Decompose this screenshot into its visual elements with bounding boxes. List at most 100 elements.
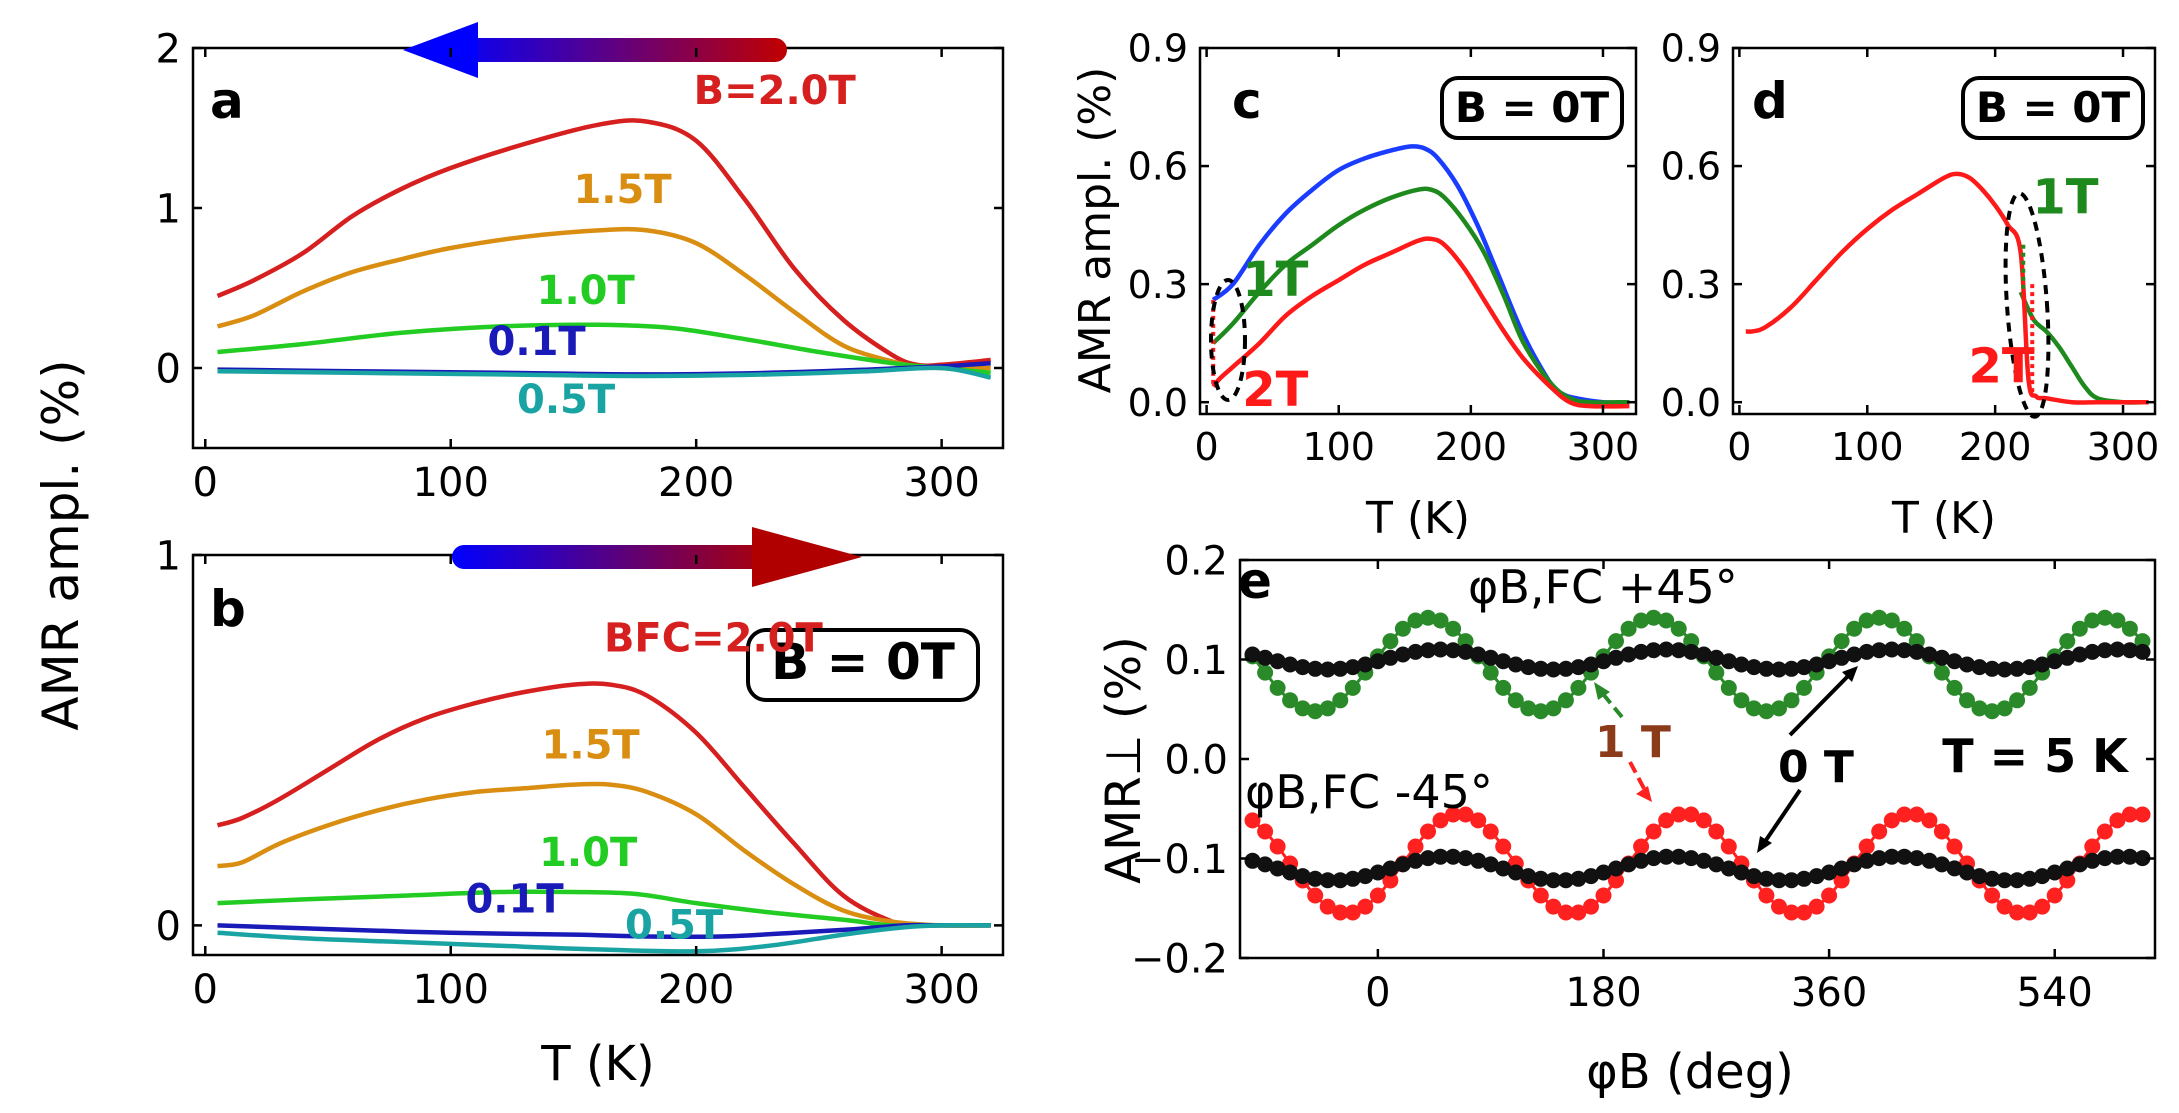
e-point	[1520, 659, 1537, 676]
e-point	[1946, 860, 1963, 877]
e-point	[1269, 679, 1286, 696]
x-tick-label: 200	[658, 460, 734, 506]
e-point	[1695, 646, 1712, 663]
e-point	[1332, 872, 1349, 889]
e-point	[2034, 898, 2051, 915]
e-point	[2009, 692, 2026, 709]
e-point	[1495, 679, 1512, 696]
e-point	[2059, 872, 2076, 889]
e-point	[1495, 653, 1512, 670]
e-point	[1557, 660, 1574, 677]
e-point	[1269, 653, 1286, 670]
e-point	[1783, 872, 1800, 889]
x-tick-label: 200	[658, 967, 734, 1013]
x-tick-label: 300	[2087, 425, 2160, 469]
e-point	[1808, 898, 1825, 915]
panel-a-xaxis: 0 100 200 300	[193, 48, 980, 506]
panel-b-xlabel: T (K)	[540, 1036, 655, 1092]
e-point	[1758, 887, 1775, 904]
e-point	[1457, 643, 1474, 660]
e-point	[1833, 860, 1850, 877]
e-point	[1319, 898, 1336, 915]
e-point	[1495, 838, 1512, 855]
e-point	[1608, 860, 1624, 877]
x-tick-label: 100	[413, 460, 489, 506]
e-point	[1394, 646, 1411, 663]
e-point	[1984, 887, 2001, 904]
e-point	[1821, 653, 1838, 670]
e-point	[1783, 660, 1800, 677]
e-point	[1908, 643, 1925, 660]
e-point	[1407, 612, 1424, 629]
e-point	[1946, 653, 1963, 670]
e-point	[1608, 633, 1624, 650]
e-point	[1645, 609, 1662, 626]
series-label: 1.5T	[542, 723, 641, 769]
e-point	[1457, 806, 1474, 823]
e-point	[1633, 838, 1650, 855]
panel-d-field-box: B = 0T	[1961, 76, 2145, 140]
e-point	[1933, 649, 1950, 666]
e-point	[2109, 641, 2126, 658]
e-point	[1482, 664, 1499, 681]
series-label: 0.1T	[488, 319, 587, 365]
y-tick-label: 2	[156, 26, 181, 72]
series-label: 2T	[1968, 339, 2034, 395]
series-line-1	[1211, 186, 1630, 405]
e-point	[1984, 703, 2001, 720]
e-point	[1658, 612, 1675, 629]
e-point	[2109, 612, 2126, 629]
x-tick-label: 540	[2017, 970, 2093, 1016]
series-line-0	[216, 681, 991, 928]
e-point	[1670, 642, 1687, 659]
e-point	[1595, 653, 1612, 670]
e-point	[2046, 653, 2063, 670]
e-point	[1357, 868, 1374, 885]
panel-e-temperature-label: T = 5 K	[1942, 729, 2130, 783]
e-point	[2121, 806, 2138, 823]
e-point	[1244, 812, 1261, 829]
e-point	[1821, 887, 1838, 904]
panel-a-yaxis: 0 1 2	[156, 26, 1003, 392]
e-point	[1796, 870, 1812, 887]
e-point	[1959, 692, 1975, 709]
panel-c-field-box-text: B = 0T	[1455, 83, 1610, 132]
e-point	[1745, 659, 1762, 676]
y-tick-label: −0.2	[1131, 936, 1228, 982]
panel-d-field-box-text: B = 0T	[1976, 83, 2131, 132]
e-point	[1344, 659, 1361, 676]
e-point	[1695, 812, 1712, 829]
arrow-1T-green	[1596, 686, 1624, 719]
e-point	[1658, 641, 1675, 658]
e-point	[1771, 898, 1787, 915]
y-tick-label: 0.1	[1164, 638, 1228, 684]
x-tick-label: 0	[193, 967, 218, 1013]
e-point	[1808, 656, 1825, 673]
e-point	[1846, 646, 1863, 663]
e-point	[2021, 679, 2038, 696]
panel-b: 0 100 200 300 01 b B = 0T BFC=2.0T1.5T1.0T0…	[156, 527, 1005, 1092]
e-point	[1883, 641, 1900, 658]
series-line-2	[217, 322, 991, 376]
e-point	[1896, 642, 1913, 659]
e-point	[1332, 904, 1349, 921]
e-point	[1307, 887, 1324, 904]
y-tick-label: −0.1	[1131, 837, 1228, 883]
x-tick-label: 100	[1302, 425, 1375, 469]
e-point	[1545, 700, 1562, 717]
series-line-1	[217, 781, 991, 928]
y-tick-label: 0.3	[1128, 263, 1188, 307]
e-point	[1996, 898, 2013, 915]
x-tick-label: 0	[1365, 970, 1390, 1016]
e-point	[1495, 860, 1512, 877]
series-label: 1T	[1242, 252, 1308, 308]
e-point	[1520, 868, 1537, 885]
panel-c-letter: c	[1232, 72, 1262, 130]
shared-ylabel: AMR ampl. (%)	[32, 359, 90, 730]
e-point	[1971, 868, 1988, 885]
e-point	[1984, 660, 2001, 677]
e-point	[1946, 838, 1963, 855]
e-point	[2096, 850, 2113, 867]
e-point	[1733, 656, 1750, 673]
e-point	[2096, 609, 2113, 626]
